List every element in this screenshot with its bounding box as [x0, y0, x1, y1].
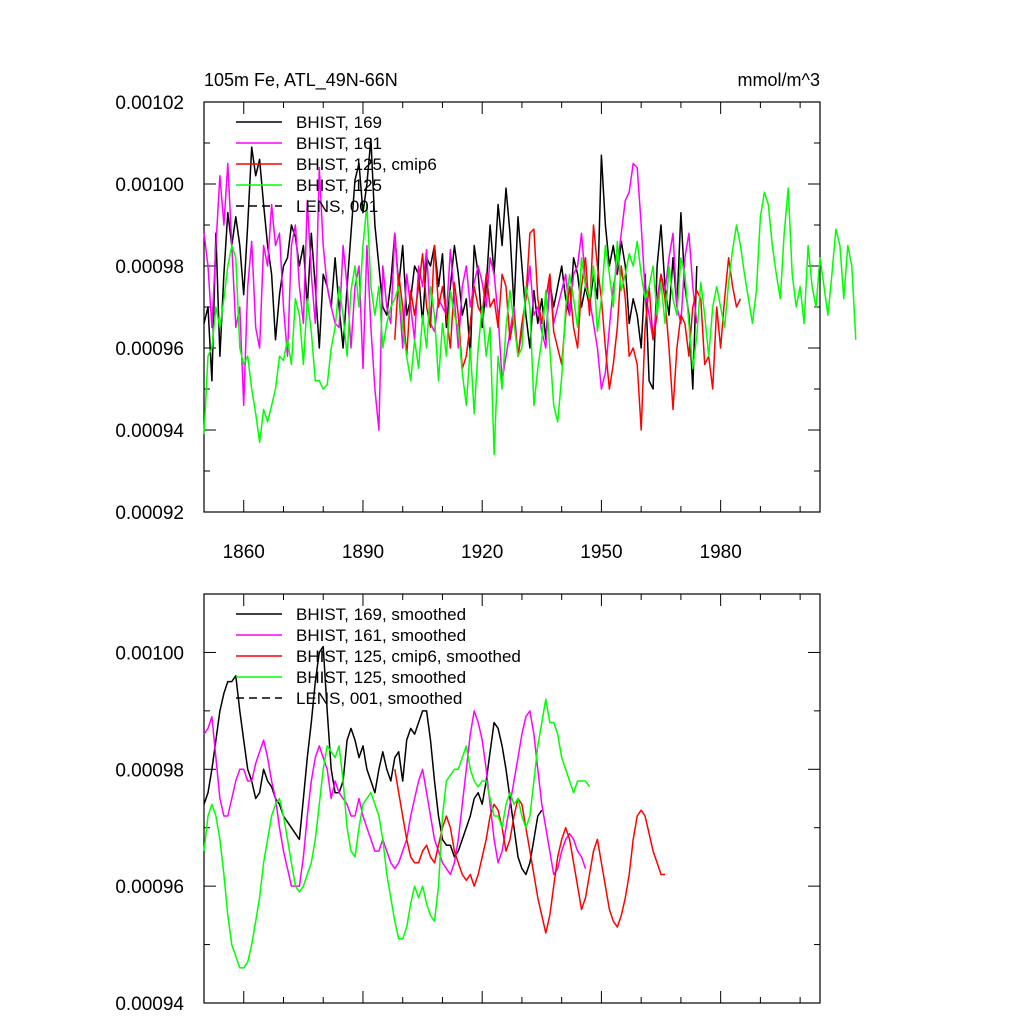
y-tick-label: 0.00096: [115, 339, 184, 360]
y-tick-label: 0.00098: [115, 760, 184, 781]
x-tick-label: 1980: [700, 542, 742, 563]
x-tick-label: 1860: [223, 542, 265, 563]
legend-label: BHIST, 125, smoothed: [296, 668, 466, 687]
legend-label: BHIST, 169, smoothed: [296, 605, 466, 624]
series-line: [203, 138, 698, 390]
y-tick-label: 0.00094: [115, 994, 184, 1015]
y-tick-label: 0.00098: [115, 257, 184, 278]
series-line: [394, 769, 665, 934]
legend-label: BHIST, 125, cmip6, smoothed: [296, 647, 521, 666]
x-tick-label: 1920: [461, 542, 503, 563]
top-panel: 105m Fe, ATL_49N-66N mmol/m^3 0.00092 0.0…: [115, 70, 857, 563]
plot-frame: [203, 593, 821, 1004]
legend-label: BHIST, 161, smoothed: [296, 626, 466, 645]
legend-label: BHIST, 125: [296, 176, 382, 195]
legend-label: LENS, 001, smoothed: [296, 689, 462, 708]
x-tick-label: 1950: [580, 542, 622, 563]
y-tick-label: 0.00092: [115, 503, 184, 524]
top-panel-units: mmol/m^3: [738, 70, 820, 90]
series-line: [203, 698, 591, 969]
y-tick-label: 0.00096: [115, 877, 184, 898]
legend-label: BHIST, 169: [296, 113, 382, 132]
x-tick-label: 1890: [342, 542, 384, 563]
series-line: [203, 645, 543, 876]
y-tick-label: 0.00100: [115, 643, 184, 664]
y-tick-label: 0.00102: [115, 93, 184, 114]
y-tick-label: 0.00094: [115, 421, 184, 442]
series-line: [203, 710, 587, 887]
legend-label: BHIST, 125, cmip6: [296, 155, 437, 174]
series-line: [394, 224, 742, 431]
series-line: [203, 187, 857, 456]
top-panel-title: 105m Fe, ATL_49N-66N: [204, 70, 398, 91]
bottom-panel: 0.00094 0.00096 0.00098 0.00100 BHIST, 169, …: [115, 593, 821, 1015]
y-tick-label: 0.00100: [115, 175, 184, 196]
legend-label: LENS, 001: [296, 197, 378, 216]
legend-label: BHIST, 161: [296, 134, 382, 153]
